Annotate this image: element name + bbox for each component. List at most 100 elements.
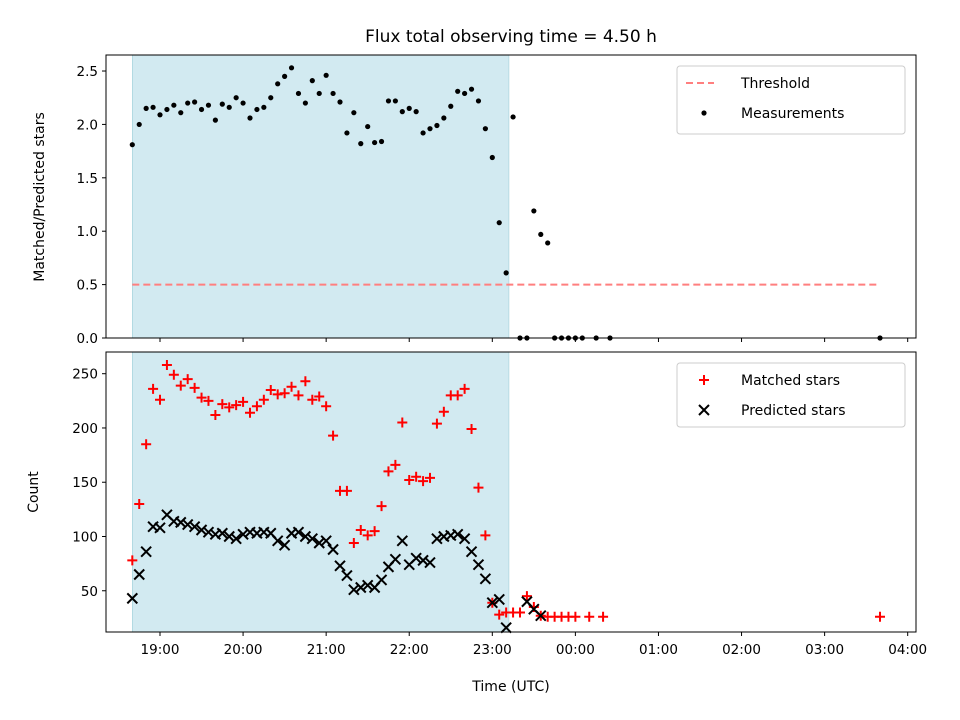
matched-star-point	[411, 471, 422, 482]
measurement-point	[205, 102, 212, 108]
measurement-point	[365, 123, 371, 130]
measurement-point	[489, 154, 495, 161]
measurement-point	[254, 106, 260, 113]
matched-star-point	[238, 396, 249, 407]
y-tick-label: 0.5	[77, 278, 98, 294]
matched-star-point	[217, 399, 228, 410]
matched-star-point	[875, 611, 885, 622]
matched-star-point	[321, 401, 332, 412]
measurement-point	[309, 78, 315, 84]
predicted-star-point	[126, 592, 139, 605]
matched-star-point	[148, 383, 159, 394]
predicted-star-point	[175, 516, 187, 529]
matched-star-point	[383, 466, 394, 477]
measurement-point	[330, 90, 336, 97]
legend-entry: Measurements	[741, 106, 844, 122]
measurement-point	[240, 100, 246, 106]
x-tick-label: 04:00	[888, 642, 927, 658]
predicted-star-point	[493, 593, 505, 606]
predicted-star-point	[188, 521, 201, 533]
matched-star-point	[376, 501, 387, 512]
measurement-point	[420, 130, 426, 136]
measurement-point	[212, 117, 218, 123]
measurement-point	[192, 99, 198, 105]
predicted-star-point	[278, 539, 291, 551]
predicted-star-point	[334, 560, 346, 572]
matched-star-point	[314, 391, 325, 402]
x-axis-label: Time (UTC)	[471, 679, 549, 695]
measurement-point	[344, 130, 350, 136]
x-tick-label: 19:00	[141, 642, 180, 658]
matched-star-point	[328, 430, 339, 441]
matched-star-point	[155, 394, 165, 405]
measurement-point	[247, 115, 253, 121]
measurement-point	[538, 231, 544, 238]
predicted-star-point	[389, 553, 402, 565]
top-y-axis-label: Matched/Predicted stars	[32, 112, 48, 282]
predicted-star-point	[133, 568, 145, 581]
predicted-star-point	[216, 527, 229, 539]
y-tick-label: 100	[72, 529, 98, 545]
measurement-point	[226, 104, 232, 110]
legend-plus-swatch	[699, 375, 709, 385]
measurement-point	[171, 102, 177, 108]
matched-star-point	[584, 611, 595, 622]
x-tick-label: 00:00	[556, 642, 595, 658]
predicted-star-point	[306, 532, 319, 545]
y-tick-label: 1.0	[77, 224, 98, 240]
predicted-star-point	[271, 535, 284, 547]
predicted-star-point	[396, 535, 409, 547]
measurement-point	[503, 270, 509, 276]
matched-star-point	[272, 389, 283, 400]
y-tick-label: 2.0	[77, 117, 98, 133]
y-tick-label: 50	[81, 584, 98, 600]
matched-star-point	[293, 390, 304, 401]
predicted-star-point	[237, 528, 249, 541]
predicted-star-point	[320, 535, 332, 547]
matched-star-point	[480, 530, 491, 541]
y-tick-label: 250	[72, 367, 98, 383]
predicted-star-point	[500, 621, 512, 634]
top-legend: Threshold Measurements	[676, 65, 906, 135]
matched-star-point	[425, 472, 435, 483]
predicted-star-point	[375, 574, 388, 586]
matched-star-point	[300, 376, 311, 387]
measurement-point	[434, 122, 440, 129]
bottom-legend: Matched stars Predicted stars	[676, 362, 906, 428]
measurement-point	[198, 106, 205, 113]
x-tick-label: 20:00	[224, 642, 263, 658]
predicted-star-point	[424, 556, 436, 569]
matched-star-point	[362, 530, 373, 541]
measurement-point	[157, 112, 163, 118]
matched-star-point	[231, 400, 242, 411]
matched-star-point	[203, 395, 214, 406]
x-tick-label: 01:00	[639, 642, 678, 658]
legend-entry: Matched stars	[741, 373, 840, 389]
y-tick-label: 1.5	[77, 171, 98, 187]
measurement-point	[150, 104, 156, 110]
matched-star-point	[459, 383, 470, 394]
predicted-star-point	[361, 579, 374, 592]
measurement-point	[337, 99, 343, 105]
matched-star-point	[141, 439, 152, 450]
measurement-point	[510, 114, 516, 120]
matched-star-point	[286, 381, 297, 392]
chart-title: Flux total observing time = 4.50 h	[365, 27, 657, 47]
measurement-point	[462, 90, 468, 97]
matched-star-point	[307, 394, 318, 405]
measurement-point	[302, 100, 308, 106]
measurement-point	[268, 95, 274, 101]
shaded-interval	[132, 54, 510, 339]
matched-star-point	[369, 526, 380, 537]
top-panel-frame	[105, 54, 917, 339]
bottom-y-axis-label: Count	[26, 471, 42, 513]
x-tick-label: 22:00	[390, 642, 429, 658]
measurement-point	[399, 109, 405, 115]
predicted-star-point	[313, 537, 325, 549]
matched-star-point	[473, 482, 484, 493]
predicted-star-point	[327, 543, 339, 556]
measurement-point	[282, 73, 288, 79]
x-tick-label: 23:00	[473, 642, 512, 658]
measurement-point	[455, 88, 461, 94]
predicted-star-point	[458, 532, 471, 545]
